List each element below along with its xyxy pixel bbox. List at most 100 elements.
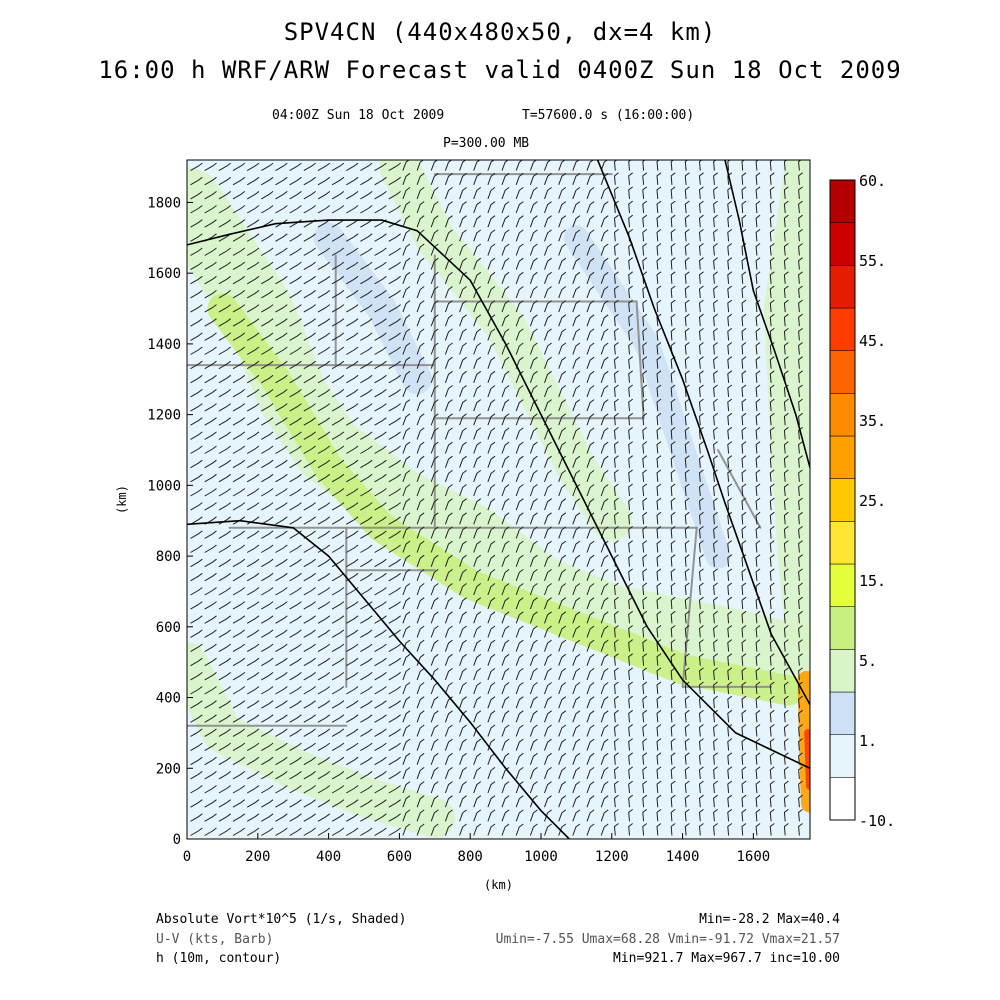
wind-barb [544, 243, 552, 256]
wind-barb [360, 304, 373, 313]
wind-barb [586, 455, 595, 468]
wind-barb [246, 346, 260, 355]
wind-barb [444, 215, 453, 228]
wind-barb [331, 176, 345, 186]
wind-barb [430, 257, 439, 270]
wind-barb [544, 201, 552, 214]
wind-barb [600, 328, 609, 341]
wind-barb [416, 286, 425, 299]
wind-barb [558, 413, 567, 426]
wind-barb [204, 771, 217, 780]
wind-barb [402, 696, 411, 709]
wind-barb [613, 384, 619, 397]
wind-barb [416, 554, 425, 567]
wind-barb [741, 469, 747, 482]
wind-barb [613, 738, 619, 751]
wind-barb [289, 261, 302, 271]
wind-barb [769, 469, 775, 482]
wind-barb [586, 583, 595, 596]
wind-barb [275, 827, 288, 836]
wind-barb [444, 229, 453, 242]
wind-barb [783, 229, 789, 242]
wind-barb [769, 752, 775, 765]
wind-barb [218, 558, 231, 568]
wind-barb [416, 385, 425, 398]
wind-barb [430, 710, 439, 723]
wind-barb [346, 176, 359, 186]
wind-barb [444, 356, 453, 369]
wind-barb [769, 172, 775, 185]
wind-barb [218, 275, 231, 285]
wind-barb [515, 512, 524, 525]
wind-barb [430, 767, 439, 780]
wind-barb [444, 526, 453, 539]
wind-barb [416, 413, 425, 426]
colorbar-label: 1. [859, 732, 877, 750]
wind-barb [501, 229, 510, 242]
wind-barb [289, 233, 302, 242]
wind-barb [204, 587, 217, 596]
wind-barb [374, 756, 387, 766]
wind-barb [642, 469, 648, 482]
wind-barb [190, 431, 203, 440]
wind-barb [656, 483, 662, 497]
wind-barb [670, 328, 676, 341]
wind-barb [515, 625, 524, 638]
wind-barb [600, 653, 609, 666]
wind-barb [586, 201, 595, 214]
wind-barb [289, 544, 302, 553]
wind-barb [416, 498, 425, 511]
wind-barb [501, 370, 510, 383]
wind-barb [529, 540, 538, 553]
wind-barb [374, 785, 387, 794]
wind-barb [374, 657, 387, 667]
wind-barb [473, 356, 482, 369]
wind-barb [275, 572, 288, 582]
wind-barb [613, 526, 619, 539]
wind-barb [444, 682, 453, 695]
wind-barb [501, 257, 510, 270]
colorbar-label: 35. [859, 412, 886, 430]
wind-barb [656, 285, 662, 298]
wind-barb [331, 615, 345, 624]
wind-barb [232, 191, 246, 200]
footer-field3: h (10m, contour) [156, 951, 282, 966]
wind-barb [544, 484, 552, 497]
wind-barb [741, 681, 747, 695]
wind-barb [190, 686, 203, 695]
wind-barb [303, 205, 316, 214]
wind-barb [487, 370, 496, 383]
wind-barb [783, 738, 789, 751]
wind-barb [544, 470, 552, 482]
wind-barb [755, 299, 761, 313]
wind-barb [374, 360, 387, 370]
wind-barb [769, 160, 774, 171]
wind-barb [303, 558, 316, 568]
wind-barb [444, 752, 453, 765]
wind-barb [430, 738, 439, 751]
wind-barb [303, 615, 316, 624]
wind-barb [346, 233, 359, 242]
wind-barb [798, 653, 803, 666]
wind-barb [529, 243, 538, 256]
wind-barb [572, 611, 581, 624]
wind-barb [459, 271, 467, 284]
wind-barb [232, 530, 246, 539]
wind-barb [303, 643, 316, 653]
wind-barb [656, 625, 662, 638]
wind-barb [755, 243, 761, 256]
wind-barb [501, 328, 510, 341]
wind-barb [628, 639, 633, 652]
wind-barb [459, 257, 467, 270]
wind-barb [190, 785, 203, 794]
wind-barb [628, 780, 633, 794]
wind-barb [741, 540, 747, 553]
wind-barb [261, 205, 274, 214]
wind-barb [741, 709, 747, 723]
wind-barb [642, 342, 648, 355]
wind-barb [529, 781, 538, 794]
wind-barb [331, 714, 345, 723]
wind-barb [586, 342, 595, 355]
wind-barb [600, 710, 609, 723]
wind-barb [331, 827, 345, 836]
